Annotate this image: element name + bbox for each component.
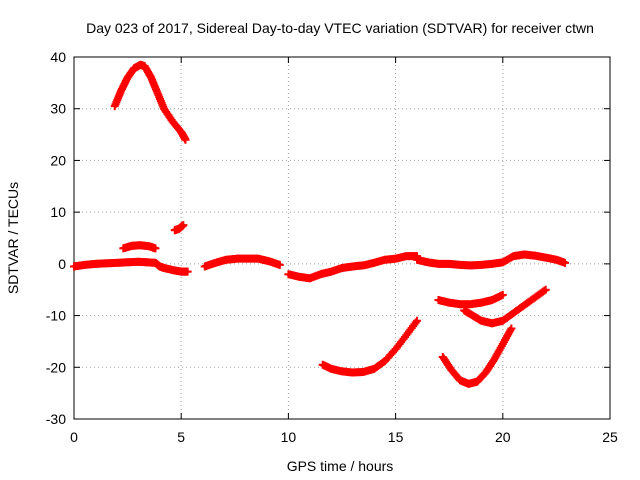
- chart-title: Day 023 of 2017, Sidereal Day-to-day VTE…: [86, 20, 594, 36]
- series-arc-h: [318, 316, 422, 377]
- series-arc-d: [170, 221, 188, 235]
- data-point: [498, 290, 507, 299]
- series-arc-k: [460, 285, 550, 328]
- series-arc-i: [438, 324, 516, 388]
- x-tick-label: 10: [281, 429, 297, 445]
- series-arc-f: [284, 252, 422, 283]
- series-arc-c: [119, 241, 160, 253]
- y-axis-label: SDTVAR / TECUs: [5, 182, 21, 294]
- data-point: [181, 135, 190, 144]
- x-tick-label: 0: [70, 429, 78, 445]
- data-point: [183, 267, 192, 276]
- data-point: [541, 285, 550, 294]
- y-tick-label: -30: [46, 411, 66, 427]
- x-tick-label: 25: [602, 429, 618, 445]
- x-axis-label: GPS time / hours: [287, 458, 394, 474]
- y-tick-label: 0: [58, 256, 66, 272]
- x-axis: 0 5 10 15 20 25: [70, 57, 618, 445]
- x-tick-label: 20: [495, 429, 511, 445]
- data-point: [560, 258, 569, 267]
- data-point: [179, 221, 188, 230]
- grid-lines: [74, 57, 610, 419]
- data-point: [151, 244, 160, 253]
- y-axis: -30 -20 -10 0 10 20 30 40: [46, 49, 610, 427]
- series-arc-e: [200, 254, 284, 271]
- plot-frame: [73, 56, 611, 420]
- series-arc-g: [413, 250, 569, 270]
- data-point: [413, 316, 422, 325]
- y-tick-label: -10: [46, 308, 66, 324]
- data-point: [275, 260, 284, 269]
- y-tick-label: -20: [46, 359, 66, 375]
- data-point: [507, 324, 516, 333]
- x-tick-label: 15: [388, 429, 404, 445]
- y-tick-label: 30: [50, 101, 66, 117]
- y-tick-label: 20: [50, 152, 66, 168]
- series-arc-a: [70, 257, 192, 276]
- series-arc-j: [434, 290, 507, 309]
- series-arc-b: [110, 60, 190, 144]
- y-tick-label: 40: [50, 49, 66, 65]
- data-series: [70, 60, 569, 388]
- x-tick-label: 5: [177, 429, 185, 445]
- y-tick-label: 10: [50, 204, 66, 220]
